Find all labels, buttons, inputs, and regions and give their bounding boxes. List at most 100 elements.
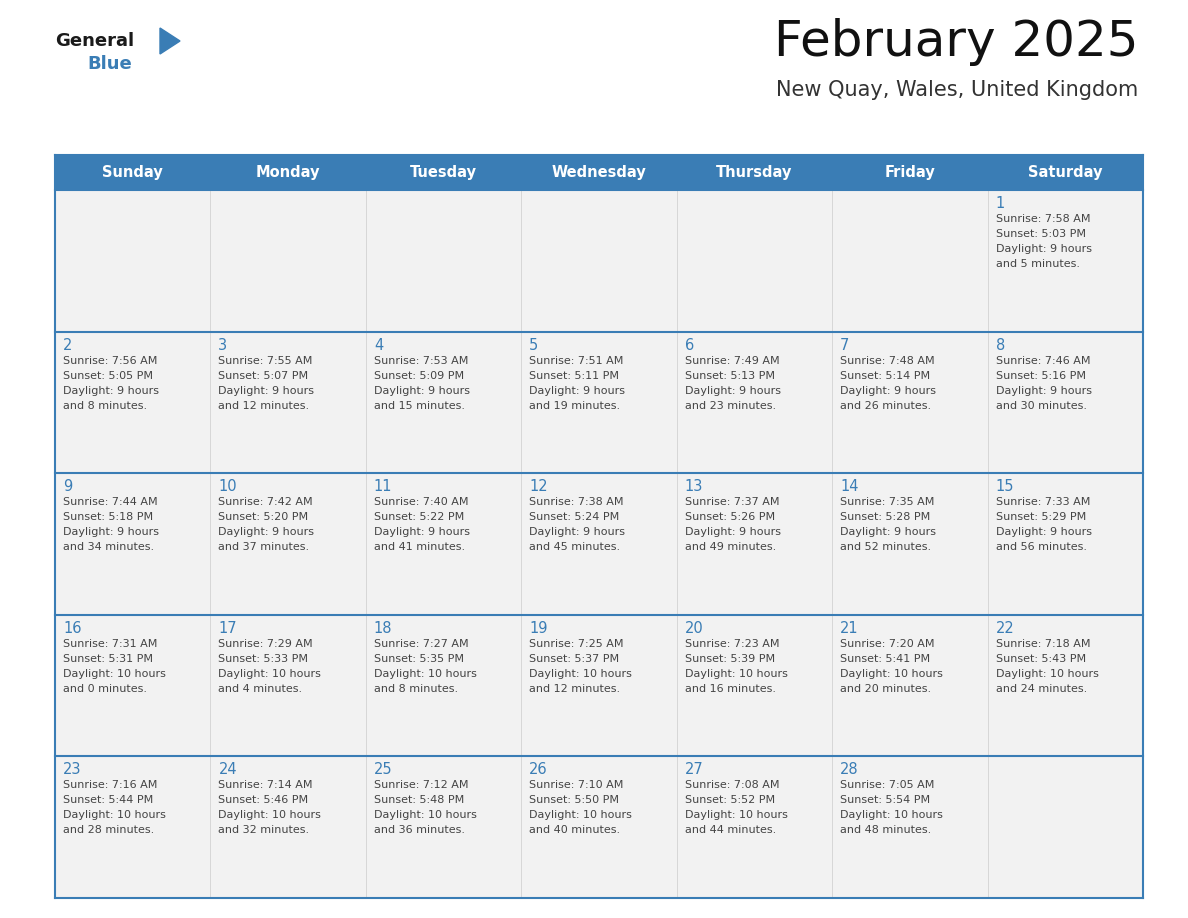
Text: Sunset: 5:37 PM: Sunset: 5:37 PM bbox=[530, 654, 619, 664]
Text: Monday: Monday bbox=[255, 165, 321, 180]
Text: and 12 minutes.: and 12 minutes. bbox=[530, 684, 620, 694]
Text: Sunrise: 7:14 AM: Sunrise: 7:14 AM bbox=[219, 780, 312, 790]
Text: Saturday: Saturday bbox=[1028, 165, 1102, 180]
Bar bbox=[677, 756, 832, 898]
Text: Daylight: 9 hours: Daylight: 9 hours bbox=[530, 386, 625, 396]
Text: 25: 25 bbox=[374, 763, 392, 778]
Text: 18: 18 bbox=[374, 621, 392, 636]
Bar bbox=[55, 615, 210, 756]
Text: Daylight: 9 hours: Daylight: 9 hours bbox=[840, 527, 936, 537]
Text: Sunrise: 7:56 AM: Sunrise: 7:56 AM bbox=[63, 355, 157, 365]
Text: and 26 minutes.: and 26 minutes. bbox=[840, 400, 931, 410]
Bar bbox=[210, 756, 366, 898]
Text: and 8 minutes.: and 8 minutes. bbox=[374, 684, 459, 694]
Bar bbox=[832, 473, 987, 615]
Text: 26: 26 bbox=[530, 763, 548, 778]
Text: 8: 8 bbox=[996, 338, 1005, 353]
Text: Sunset: 5:39 PM: Sunset: 5:39 PM bbox=[684, 654, 775, 664]
Text: Sunset: 5:11 PM: Sunset: 5:11 PM bbox=[530, 371, 619, 381]
Text: Daylight: 9 hours: Daylight: 9 hours bbox=[996, 527, 1092, 537]
Text: Sunset: 5:16 PM: Sunset: 5:16 PM bbox=[996, 371, 1086, 381]
Text: Sunrise: 7:10 AM: Sunrise: 7:10 AM bbox=[530, 780, 624, 790]
Text: and 30 minutes.: and 30 minutes. bbox=[996, 400, 1087, 410]
Text: Daylight: 10 hours: Daylight: 10 hours bbox=[63, 811, 166, 821]
Text: 23: 23 bbox=[63, 763, 82, 778]
Text: Sunrise: 7:29 AM: Sunrise: 7:29 AM bbox=[219, 639, 314, 649]
Text: Sunset: 5:09 PM: Sunset: 5:09 PM bbox=[374, 371, 465, 381]
Text: Wednesday: Wednesday bbox=[551, 165, 646, 180]
Text: Sunrise: 7:12 AM: Sunrise: 7:12 AM bbox=[374, 780, 468, 790]
Text: Daylight: 9 hours: Daylight: 9 hours bbox=[219, 527, 315, 537]
Bar bbox=[522, 331, 677, 473]
Text: Sunset: 5:48 PM: Sunset: 5:48 PM bbox=[374, 795, 465, 805]
Bar bbox=[677, 190, 832, 331]
Bar bbox=[987, 756, 1143, 898]
Text: and 56 minutes.: and 56 minutes. bbox=[996, 543, 1087, 553]
Bar bbox=[987, 190, 1143, 331]
Bar bbox=[210, 473, 366, 615]
Text: Sunrise: 7:55 AM: Sunrise: 7:55 AM bbox=[219, 355, 312, 365]
Text: and 28 minutes.: and 28 minutes. bbox=[63, 825, 154, 835]
Text: Sunrise: 7:46 AM: Sunrise: 7:46 AM bbox=[996, 355, 1091, 365]
Text: and 20 minutes.: and 20 minutes. bbox=[840, 684, 931, 694]
Text: 7: 7 bbox=[840, 338, 849, 353]
Text: and 48 minutes.: and 48 minutes. bbox=[840, 825, 931, 835]
Bar bbox=[522, 756, 677, 898]
Text: Sunset: 5:07 PM: Sunset: 5:07 PM bbox=[219, 371, 309, 381]
Text: Sunrise: 7:27 AM: Sunrise: 7:27 AM bbox=[374, 639, 468, 649]
Text: 21: 21 bbox=[840, 621, 859, 636]
Text: Sunrise: 7:37 AM: Sunrise: 7:37 AM bbox=[684, 498, 779, 508]
Text: Daylight: 10 hours: Daylight: 10 hours bbox=[996, 669, 1099, 678]
Bar bbox=[832, 615, 987, 756]
Text: Sunrise: 7:08 AM: Sunrise: 7:08 AM bbox=[684, 780, 779, 790]
Text: Sunset: 5:18 PM: Sunset: 5:18 PM bbox=[63, 512, 153, 522]
Text: Sunset: 5:14 PM: Sunset: 5:14 PM bbox=[840, 371, 930, 381]
Text: 20: 20 bbox=[684, 621, 703, 636]
Text: General: General bbox=[55, 32, 134, 50]
Text: 13: 13 bbox=[684, 479, 703, 494]
Text: and 32 minutes.: and 32 minutes. bbox=[219, 825, 310, 835]
Text: 17: 17 bbox=[219, 621, 238, 636]
Text: Daylight: 10 hours: Daylight: 10 hours bbox=[684, 669, 788, 678]
Text: 9: 9 bbox=[63, 479, 72, 494]
Bar bbox=[55, 473, 210, 615]
Text: Sunrise: 7:05 AM: Sunrise: 7:05 AM bbox=[840, 780, 935, 790]
Bar bbox=[366, 615, 522, 756]
Text: Daylight: 10 hours: Daylight: 10 hours bbox=[374, 669, 476, 678]
Text: 2: 2 bbox=[63, 338, 72, 353]
Bar bbox=[55, 190, 210, 331]
Bar bbox=[832, 331, 987, 473]
Text: and 37 minutes.: and 37 minutes. bbox=[219, 543, 310, 553]
Text: 15: 15 bbox=[996, 479, 1015, 494]
Bar bbox=[677, 473, 832, 615]
Bar bbox=[522, 473, 677, 615]
Bar bbox=[366, 756, 522, 898]
Text: Sunset: 5:35 PM: Sunset: 5:35 PM bbox=[374, 654, 463, 664]
Text: and 5 minutes.: and 5 minutes. bbox=[996, 259, 1080, 269]
Text: Daylight: 10 hours: Daylight: 10 hours bbox=[840, 811, 943, 821]
Text: 14: 14 bbox=[840, 479, 859, 494]
Text: Sunrise: 7:20 AM: Sunrise: 7:20 AM bbox=[840, 639, 935, 649]
Text: and 40 minutes.: and 40 minutes. bbox=[530, 825, 620, 835]
Text: Sunrise: 7:42 AM: Sunrise: 7:42 AM bbox=[219, 498, 314, 508]
Text: Daylight: 9 hours: Daylight: 9 hours bbox=[996, 244, 1092, 254]
Bar bbox=[210, 190, 366, 331]
Text: Sunset: 5:20 PM: Sunset: 5:20 PM bbox=[219, 512, 309, 522]
Bar bbox=[366, 473, 522, 615]
Bar bbox=[55, 331, 210, 473]
Text: February 2025: February 2025 bbox=[773, 18, 1138, 66]
Text: and 49 minutes.: and 49 minutes. bbox=[684, 543, 776, 553]
Text: Daylight: 9 hours: Daylight: 9 hours bbox=[996, 386, 1092, 396]
Text: Daylight: 9 hours: Daylight: 9 hours bbox=[840, 386, 936, 396]
Text: Sunday: Sunday bbox=[102, 165, 163, 180]
Text: Daylight: 10 hours: Daylight: 10 hours bbox=[374, 811, 476, 821]
Text: and 41 minutes.: and 41 minutes. bbox=[374, 543, 465, 553]
Text: 11: 11 bbox=[374, 479, 392, 494]
Text: Daylight: 10 hours: Daylight: 10 hours bbox=[530, 811, 632, 821]
Text: Sunset: 5:46 PM: Sunset: 5:46 PM bbox=[219, 795, 309, 805]
Text: and 16 minutes.: and 16 minutes. bbox=[684, 684, 776, 694]
Text: Sunrise: 7:16 AM: Sunrise: 7:16 AM bbox=[63, 780, 157, 790]
Text: Sunrise: 7:38 AM: Sunrise: 7:38 AM bbox=[530, 498, 624, 508]
Bar bbox=[522, 615, 677, 756]
Text: Blue: Blue bbox=[87, 55, 132, 73]
